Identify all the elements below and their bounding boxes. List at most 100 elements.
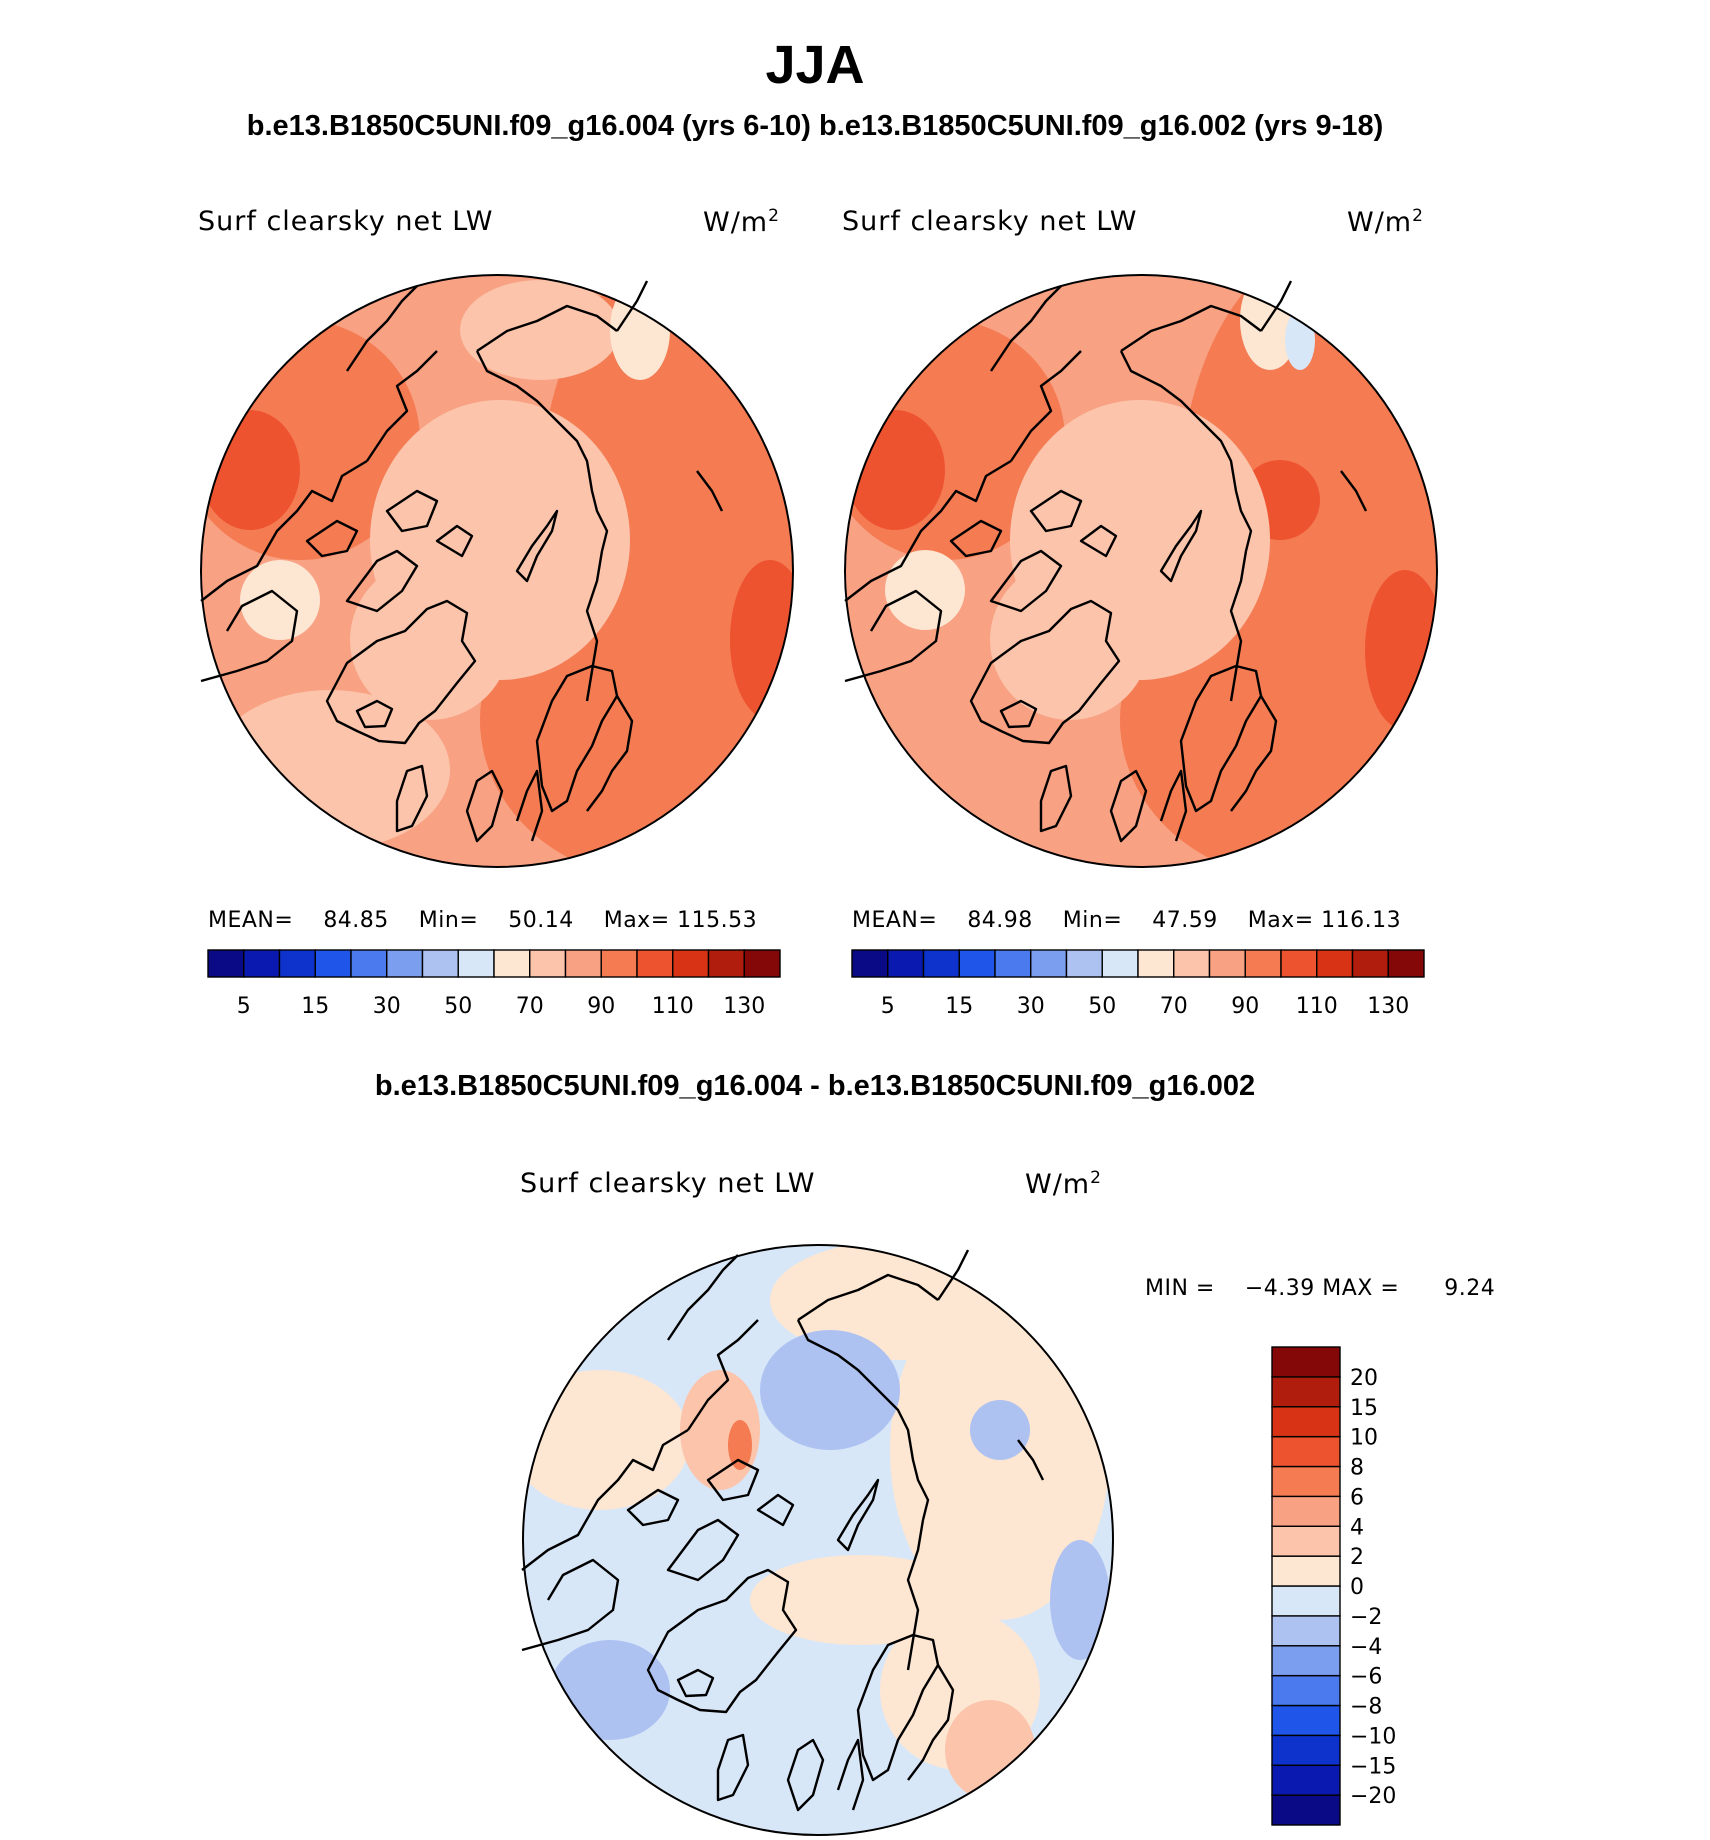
- difference-colorbar-tick-label: −10: [1350, 1724, 1396, 1749]
- difference-colorbar-tick-label: −6: [1350, 1665, 1382, 1690]
- panel2-max-value: 116.13: [1321, 908, 1402, 933]
- panel1-colorbar-tick-label: 30: [373, 994, 401, 1019]
- panel1-colorbar-swatch: [529, 949, 567, 978]
- panel2-colorbar-tick-label: 5: [881, 994, 895, 1019]
- difference-min-value: −4.39: [1244, 1276, 1315, 1301]
- panel2-colorbar-swatch: [1316, 949, 1354, 978]
- panel1-colorbar-swatch: [207, 949, 245, 978]
- panel2-colorbar-swatch: [887, 949, 925, 978]
- panel1-variable-label: Surf clearsky net LW: [198, 206, 494, 237]
- difference-colorbar-tick-label: 4: [1350, 1515, 1364, 1540]
- difference-colorbar-swatch: [1271, 1376, 1341, 1408]
- panel1-colorbar-tick-label: 50: [444, 994, 472, 1019]
- difference-colorbar-tick-label: 6: [1350, 1485, 1364, 1510]
- panel2-colorbar-swatch: [1101, 949, 1139, 978]
- panel1-min-label: Min=: [418, 908, 479, 933]
- difference-colorbar-swatch: [1271, 1346, 1341, 1378]
- panel1-colorbar-swatch: [672, 949, 710, 978]
- difference-colorbar-tick-label: 2: [1350, 1545, 1364, 1570]
- map-difference: [520, 1244, 1114, 1836]
- difference-colorbar-swatch: [1271, 1435, 1341, 1468]
- panel1-colorbar-swatch: [493, 949, 531, 978]
- difference-colorbar-swatch: [1271, 1525, 1341, 1557]
- panel1-colorbar-tick-label: 90: [587, 994, 615, 1019]
- panel2-colorbar-swatch: [1030, 949, 1068, 978]
- panel1-colorbar: 5 15 30 50 70 90 110 130: [207, 949, 781, 1019]
- difference-title: b.e13.B1850C5UNI.f09_g16.004 - b.e13.B18…: [374, 1070, 1256, 1102]
- panel2-colorbar-tick-label: 15: [945, 994, 973, 1019]
- panel2-min-value: 47.59: [1152, 908, 1218, 933]
- panel2-colorbar-swatch: [1173, 949, 1211, 978]
- panel2-mean-label: MEAN=: [852, 908, 938, 933]
- panel1-max-label: Max=: [603, 908, 670, 933]
- panel2-colorbar-tick-label: 70: [1160, 994, 1188, 1019]
- panel1-colorbar-swatch: [350, 949, 388, 978]
- figure-subtitle: b.e13.B1850C5UNI.f09_g16.004 (yrs 6-10) …: [246, 110, 1384, 142]
- panel2-colorbar-tick-label: 30: [1017, 994, 1045, 1019]
- panel2-colorbar: 5 15 30 50 70 90 110 130: [851, 949, 1425, 1019]
- difference-colorbar-tick-label: −20: [1350, 1784, 1396, 1809]
- difference-variable-label: Surf clearsky net LW: [520, 1168, 816, 1199]
- difference-max-label: MAX =: [1322, 1276, 1400, 1301]
- panel2-colorbar-swatch: [958, 949, 996, 978]
- difference-colorbar-swatch: [1271, 1794, 1341, 1826]
- panel2-colorbar-tick-label: 90: [1231, 994, 1259, 1019]
- panel1-colorbar-tick-label: 70: [516, 994, 544, 1019]
- difference-colorbar-swatch: [1271, 1734, 1341, 1766]
- difference-colorbar-swatch: [1271, 1465, 1341, 1498]
- difference-max-value: 9.24: [1444, 1276, 1496, 1301]
- difference-colorbar-tick-label: 15: [1350, 1396, 1378, 1421]
- map-panel-2: [843, 274, 1438, 868]
- difference-colorbar-swatch: [1271, 1674, 1341, 1707]
- panel1-colorbar-swatch: [564, 949, 602, 978]
- difference-colorbar-swatch: [1271, 1764, 1341, 1796]
- panel2-colorbar-tick-label: 130: [1367, 994, 1409, 1019]
- difference-colorbar-swatch: [1271, 1615, 1341, 1647]
- panel1-stats: MEAN= 84.85 Min= 50.14 Max= 115.53: [208, 908, 757, 933]
- panel1-colorbar-swatch: [243, 949, 281, 978]
- figure-title: JJA: [765, 35, 865, 95]
- difference-colorbar-tick-label: −15: [1350, 1754, 1396, 1779]
- panel1-mean-value: 84.85: [323, 908, 389, 933]
- map-panel-1: [199, 274, 794, 868]
- difference-colorbar-tick-label: −8: [1350, 1695, 1382, 1720]
- panel1-colorbar-swatch: [386, 949, 424, 978]
- difference-colorbar-tick-label: 20: [1350, 1366, 1378, 1391]
- panel2-colorbar-swatch: [922, 949, 960, 978]
- panel2-colorbar-swatch: [1065, 949, 1103, 978]
- panel1-min-value: 50.14: [508, 908, 574, 933]
- panel2-colorbar-swatch: [1208, 949, 1246, 978]
- difference-min-label: MIN =: [1145, 1276, 1215, 1301]
- panel2-colorbar-swatch: [994, 949, 1032, 978]
- panel2-colorbar-swatch: [1244, 949, 1282, 978]
- panel1-colorbar-swatch: [600, 949, 638, 978]
- panel1-colorbar-swatch: [636, 949, 674, 978]
- panel1-mean-label: MEAN=: [208, 908, 294, 933]
- difference-colorbar-swatch: [1271, 1645, 1341, 1677]
- panel1-colorbar-swatch: [314, 949, 352, 978]
- panel2-colorbar-swatch: [851, 949, 889, 978]
- panel2-variable-label: Surf clearsky net LW: [842, 206, 1138, 237]
- difference-stats: MIN = −4.39 MAX = 9.24: [1145, 1276, 1495, 1301]
- panel2-colorbar-swatch: [1280, 949, 1318, 978]
- panel2-min-label: Min=: [1062, 908, 1123, 933]
- difference-colorbar-swatch: [1271, 1495, 1341, 1527]
- panel1-colorbar-swatch: [278, 949, 316, 978]
- panel2-units-label: W/m2: [1347, 206, 1424, 238]
- panel2-colorbar-tick-label: 110: [1296, 994, 1338, 1019]
- panel2-stats: MEAN= 84.98 Min= 47.59 Max= 116.13: [852, 908, 1401, 933]
- difference-colorbar-tick-label: 0: [1350, 1575, 1364, 1600]
- panel1-colorbar-tick-label: 5: [237, 994, 251, 1019]
- panel2-mean-value: 84.98: [967, 908, 1033, 933]
- panel1-colorbar-tick-label: 130: [723, 994, 765, 1019]
- panel2-max-label: Max=: [1247, 908, 1314, 933]
- difference-colorbar-swatch: [1271, 1406, 1341, 1438]
- difference-colorbar-tick-label: −4: [1350, 1635, 1382, 1660]
- panel1-max-value: 115.53: [677, 908, 758, 933]
- difference-colorbar-swatch: [1271, 1585, 1341, 1617]
- panel1-colorbar-tick-label: 110: [652, 994, 694, 1019]
- panel1-colorbar-swatch: [707, 949, 745, 978]
- panel1-units-label: W/m2: [703, 206, 780, 238]
